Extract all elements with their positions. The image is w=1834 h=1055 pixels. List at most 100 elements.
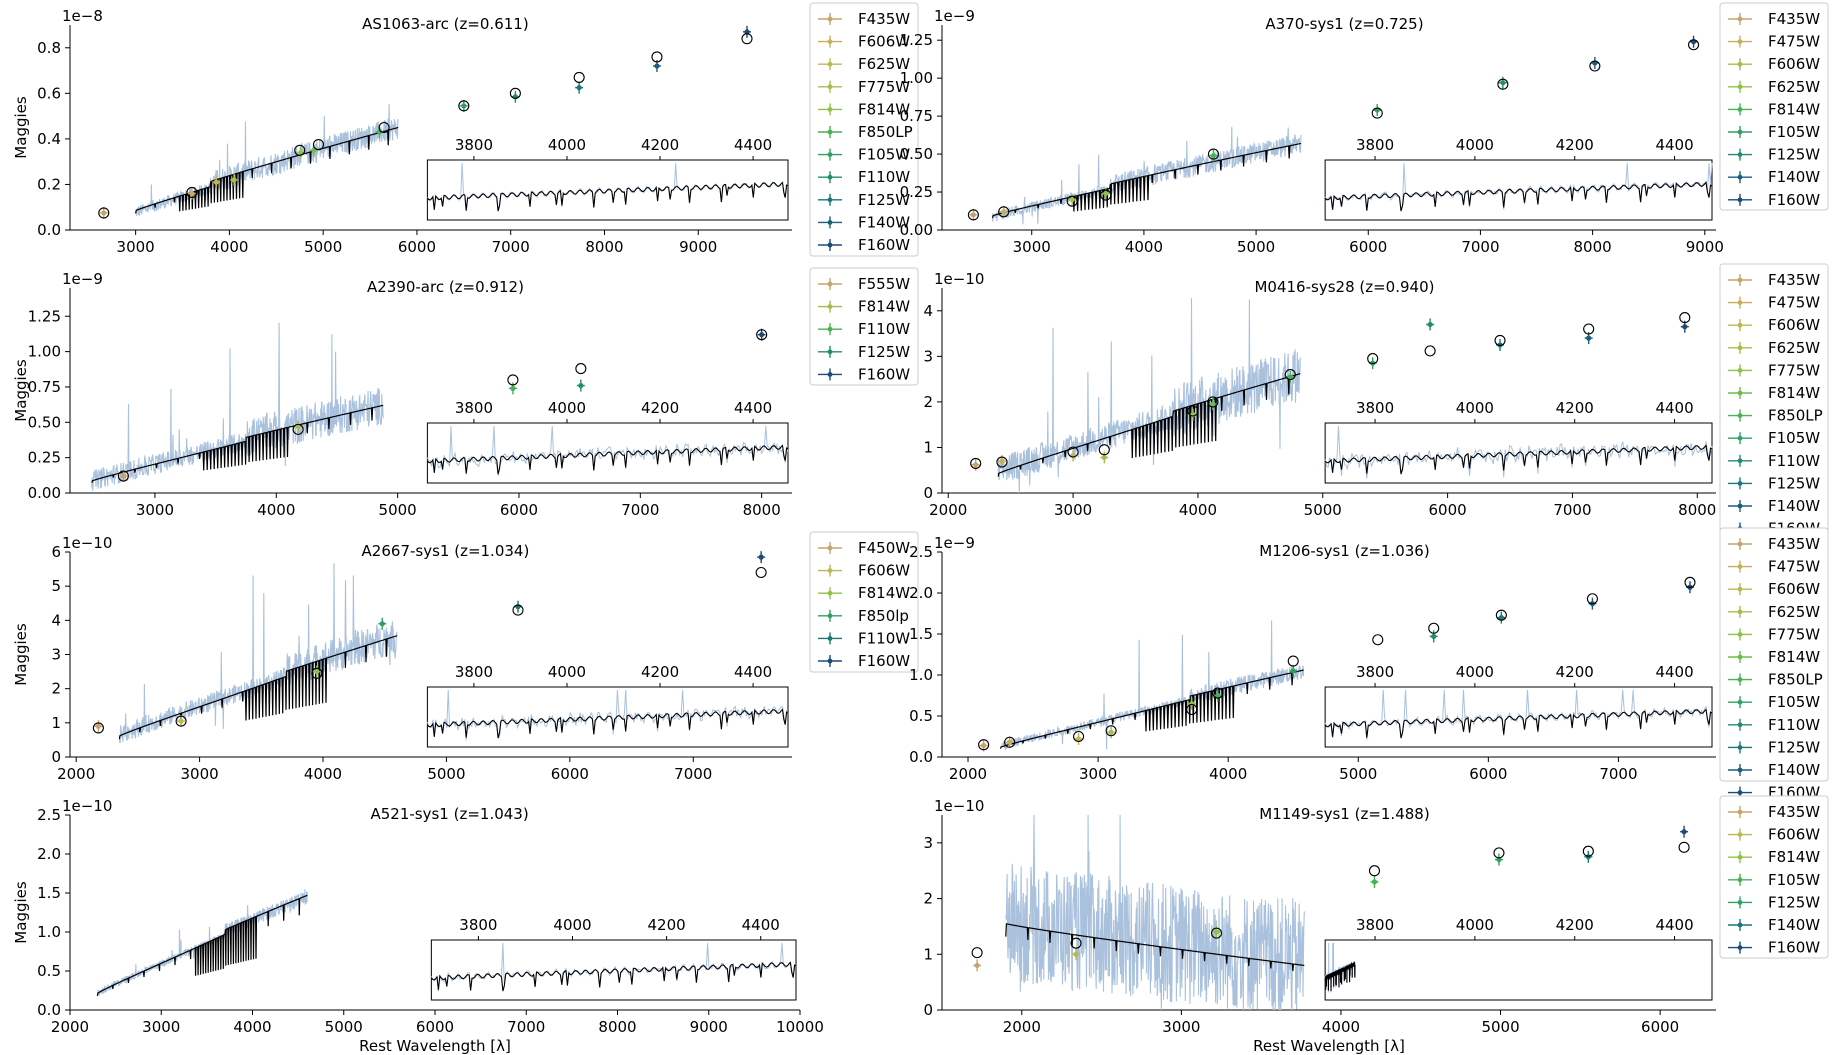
photometry-model-point <box>458 100 470 112</box>
photometry-model-point <box>186 186 198 198</box>
legend-label: F140W <box>1768 916 1820 934</box>
photometry-observed-point <box>1213 929 1220 935</box>
legend-label: F850LP <box>1768 407 1823 425</box>
photometry-observed-point <box>231 177 237 183</box>
photometry-observed-point <box>654 63 660 69</box>
x-tick-label: 3000 <box>1079 765 1117 783</box>
x-tick-label: 4000 <box>1179 501 1217 519</box>
photometry-model-point <box>1073 730 1085 743</box>
photometry-observed-point <box>1500 80 1506 86</box>
x-tick-label: 3000 <box>1162 1018 1200 1036</box>
inset-tick-label: 4400 <box>734 399 772 417</box>
legend-label: F475W <box>1768 558 1820 576</box>
inset-tick-label: 3800 <box>455 399 493 417</box>
x-tick-label: 7000 <box>621 501 659 519</box>
inset-model-spectrum <box>1324 444 1713 475</box>
legend-marker <box>1737 16 1743 22</box>
legend-label: F435W <box>858 10 910 28</box>
exponent-label: 1e−9 <box>934 7 975 25</box>
photometry-model-point <box>1098 444 1110 456</box>
photometry-observed-point <box>1586 335 1592 341</box>
inset-tick-label: 3800 <box>1356 136 1394 154</box>
x-tick-label: 5000 <box>1237 238 1275 256</box>
photometry-observed-point <box>314 668 320 675</box>
panel-7: 2000 3000 4000 5000 6000 7000 8000 9000 10000 0.0… <box>12 797 824 1055</box>
legend-marker <box>1737 84 1743 90</box>
panel-title: A370-sys1 (z=0.725) <box>1265 15 1423 33</box>
panel-title: A2390-arc (z=0.912) <box>367 278 524 296</box>
x-tick-label: 5000 <box>325 1018 363 1036</box>
legend-label: F814W <box>858 584 910 602</box>
legend-frame <box>809 267 919 386</box>
legend-label: F814W <box>1768 100 1820 118</box>
photometry-model-point <box>292 423 304 435</box>
inset: 3800 4000 4200 4400 <box>426 663 789 748</box>
photometry-model-point <box>651 51 663 63</box>
photometry-observed-point <box>1287 374 1293 380</box>
photometry-model-point <box>1105 725 1117 737</box>
x-tick-label: 8000 <box>585 238 623 256</box>
legend-label: F125W <box>1768 738 1820 756</box>
legend-label: F450W <box>858 539 910 557</box>
panel-2: 3000 4000 5000 6000 7000 8000 9000 0.00 0.25 0.50… <box>900 7 1724 256</box>
legend-label: F775W <box>1768 361 1820 379</box>
x-tick-label: 4000 <box>1322 1018 1360 1036</box>
legend-label: F160W <box>858 652 910 670</box>
photometry-model-point <box>1582 845 1594 857</box>
photometry-model-point <box>1186 703 1198 715</box>
legend-marker <box>827 84 833 90</box>
observed-spectrum <box>91 322 384 491</box>
photometry-model-point <box>1583 323 1595 335</box>
inset-model-spectrum <box>426 444 789 475</box>
x-tick-label: 6000 <box>1429 501 1467 519</box>
legend-marker <box>827 590 833 596</box>
photometry-model-point <box>311 667 323 679</box>
x-axis-label: Rest Wavelength [λ] <box>359 1037 511 1055</box>
legend-label: F475W <box>1768 33 1820 51</box>
y-tick-label: 2.5 <box>37 806 61 824</box>
legend-label: F625W <box>858 55 910 73</box>
photometry-model-point <box>998 206 1010 218</box>
y-axis-label: Maggies <box>12 359 30 422</box>
legend-5: F450W F606W F814W F850lp F110W F160W <box>809 531 919 673</box>
legend-marker <box>827 568 833 573</box>
legend-marker <box>1737 832 1743 837</box>
inset-tick-label: 3800 <box>455 136 493 154</box>
photometry-model-point <box>1284 369 1296 381</box>
legend-label: F435W <box>1768 271 1820 289</box>
photometry-model-point <box>575 363 587 375</box>
legend-label: F110W <box>858 629 910 647</box>
legend-marker <box>827 174 833 180</box>
model-spectrum <box>997 373 1301 477</box>
photometry-model-point <box>755 566 767 579</box>
panel-title: A521-sys1 (z=1.043) <box>370 805 528 823</box>
inset-tick-label: 4200 <box>648 916 686 934</box>
photometry-observed-point <box>1210 152 1217 159</box>
inset-tick-label: 4000 <box>553 916 591 934</box>
photometry-model-point <box>741 33 753 45</box>
y-tick-label: 4 <box>923 302 933 320</box>
inset-tick-label: 4000 <box>1456 916 1494 934</box>
x-tick-label: 2000 <box>929 501 967 519</box>
x-tick-label: 8000 <box>1678 501 1716 519</box>
y-tick-label: 0.25 <box>28 449 61 467</box>
x-tick-label: 2000 <box>949 765 987 783</box>
photometry-observed-point <box>298 149 304 156</box>
legend-marker <box>1737 745 1743 750</box>
y-tick-label: 0.0 <box>37 1001 61 1019</box>
x-tick-label: 7000 <box>507 1018 545 1036</box>
legend-marker <box>1737 677 1743 682</box>
photometry-observed-point <box>189 190 195 197</box>
legend-marker <box>1737 435 1743 441</box>
x-axis-label: Rest Wavelength [λ] <box>1253 1037 1405 1055</box>
exponent-label: 1e−9 <box>62 270 103 288</box>
y-tick-label: 1 <box>51 714 61 732</box>
x-tick-label: 3000 <box>1054 501 1092 519</box>
inset-tick-label: 4400 <box>1655 916 1693 934</box>
photometry-observed-point <box>759 332 765 338</box>
inset: 3800 4000 4200 4400 <box>1324 399 1713 484</box>
photometry-model-point <box>1678 841 1690 853</box>
photometry-model-point <box>1067 446 1079 458</box>
photometry-model-point <box>996 456 1008 468</box>
photometry-model-point <box>1371 107 1383 119</box>
